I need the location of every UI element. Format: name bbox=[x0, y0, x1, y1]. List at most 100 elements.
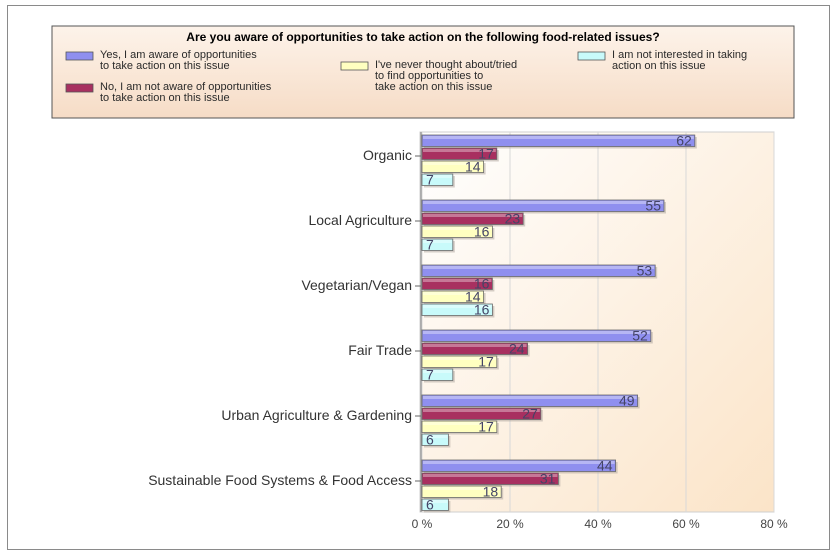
bar-highlight bbox=[423, 279, 492, 282]
data-label-0-3: 7 bbox=[426, 172, 434, 188]
bar-4-1 bbox=[421, 407, 542, 420]
data-label-2-3: 16 bbox=[474, 302, 490, 318]
bar-2-2 bbox=[421, 290, 484, 303]
data-label-2-2: 14 bbox=[465, 289, 481, 305]
bar-highlight bbox=[423, 422, 496, 425]
data-label-1-3: 7 bbox=[426, 237, 434, 253]
data-label-4-0: 49 bbox=[619, 393, 635, 409]
bar-highlight bbox=[423, 396, 637, 399]
bar-5-2 bbox=[421, 485, 502, 498]
data-label-0-2: 14 bbox=[465, 159, 481, 175]
category-label-3: Fair Trade bbox=[348, 342, 412, 358]
bars: 6217147552316753161416522417749271764431… bbox=[421, 133, 697, 513]
bar-highlight bbox=[423, 370, 452, 373]
data-label-3-3: 7 bbox=[426, 367, 434, 383]
bar-4-0 bbox=[421, 394, 639, 407]
bar-2-1 bbox=[421, 277, 493, 290]
legend-label-2-1: to find opportunities to bbox=[375, 70, 483, 82]
data-label-0-1: 17 bbox=[478, 146, 494, 162]
data-label-5-2: 18 bbox=[483, 484, 499, 500]
chart-title: Are you aware of opportunities to take a… bbox=[186, 30, 659, 44]
category-labels: Organic Local Agriculture Vegetarian/Vegan… bbox=[148, 147, 421, 488]
bar-0-3 bbox=[421, 173, 454, 186]
data-label-2-1: 16 bbox=[474, 276, 490, 292]
bar-highlight bbox=[423, 435, 448, 438]
legend-label-2-2: take action on this issue bbox=[375, 81, 492, 93]
bar-1-1 bbox=[421, 212, 524, 225]
bar-highlight bbox=[423, 149, 496, 152]
bar-highlight bbox=[423, 136, 694, 139]
bar-5-1 bbox=[421, 472, 559, 485]
legend-label-1-0: No, I am not aware of opportunities bbox=[100, 81, 272, 93]
x-tick-label-3: 60 % bbox=[672, 517, 700, 531]
bar-highlight bbox=[423, 331, 650, 334]
data-label-1-2: 16 bbox=[474, 224, 490, 240]
bar-highlight bbox=[423, 162, 483, 165]
data-label-5-3: 6 bbox=[426, 497, 434, 513]
bar-0-1 bbox=[421, 147, 498, 160]
bar-4-2 bbox=[421, 420, 498, 433]
category-label-1: Local Agriculture bbox=[308, 212, 412, 228]
bar-highlight bbox=[423, 175, 452, 178]
bar-3-3 bbox=[421, 368, 454, 381]
x-tick-labels: 0 % 20 % 40 % 60 % 80 % bbox=[412, 517, 788, 531]
bar-1-2 bbox=[421, 225, 493, 238]
bar-highlight bbox=[423, 357, 496, 360]
data-label-3-1: 24 bbox=[509, 341, 525, 357]
gridlines bbox=[420, 132, 775, 512]
data-label-2-0: 53 bbox=[637, 263, 653, 279]
legend-swatch-2 bbox=[340, 61, 369, 71]
bar-1-0 bbox=[421, 199, 665, 212]
legend-label-1-1: to take action on this issue bbox=[100, 92, 230, 104]
bar-3-1 bbox=[421, 342, 528, 355]
bar-highlight bbox=[423, 409, 540, 412]
bar-2-0 bbox=[421, 264, 656, 277]
category-label-2: Vegetarian/Vegan bbox=[301, 277, 412, 293]
bar-5-0 bbox=[421, 459, 617, 472]
bar-highlight bbox=[423, 500, 448, 503]
bar-highlight bbox=[423, 227, 492, 230]
x-tick-label-4: 80 % bbox=[760, 517, 788, 531]
data-label-4-2: 17 bbox=[478, 419, 494, 435]
bar-highlight bbox=[423, 292, 483, 295]
plot-area bbox=[419, 131, 775, 513]
bar-1-3 bbox=[421, 238, 454, 251]
data-label-4-3: 6 bbox=[426, 432, 434, 448]
bar-2-3 bbox=[421, 303, 493, 316]
bar-highlight bbox=[423, 344, 527, 347]
data-label-5-1: 31 bbox=[540, 471, 556, 487]
bar-0-0 bbox=[421, 134, 696, 147]
x-tick-label-2: 40 % bbox=[584, 517, 612, 531]
legend-label-3-1: action on this issue bbox=[612, 60, 706, 72]
bar-3-2 bbox=[421, 355, 498, 368]
category-label-5: Sustainable Food Systems & Food Access bbox=[148, 472, 412, 488]
data-label-3-0: 52 bbox=[632, 328, 648, 344]
x-tick-label-0: 0 % bbox=[412, 517, 433, 531]
data-label-1-1: 23 bbox=[505, 211, 521, 227]
bar-5-3 bbox=[421, 498, 449, 511]
bar-4-3 bbox=[421, 433, 449, 446]
category-label-0: Organic bbox=[363, 147, 412, 163]
legend-swatch-3 bbox=[577, 51, 606, 61]
bar-highlight bbox=[423, 240, 452, 243]
data-label-0-0: 62 bbox=[676, 133, 692, 149]
legend-swatch-0 bbox=[65, 51, 94, 61]
bar-highlight bbox=[423, 201, 663, 204]
bar-highlight bbox=[423, 266, 655, 269]
legend-label-3-0: I am not interested in taking bbox=[612, 49, 747, 61]
legend-swatch-1 bbox=[65, 83, 94, 93]
x-tick-label-1: 20 % bbox=[496, 517, 524, 531]
legend-label-2-0: I've never thought about/tried bbox=[375, 59, 517, 71]
bar-0-2 bbox=[421, 160, 484, 173]
legend-label-0-1: to take action on this issue bbox=[100, 60, 230, 72]
bar-highlight bbox=[423, 214, 523, 217]
data-label-3-2: 17 bbox=[478, 354, 494, 370]
bar-highlight bbox=[423, 305, 492, 308]
legend-label-0-0: Yes, I am aware of opportunities bbox=[100, 49, 257, 61]
bar-highlight bbox=[423, 474, 558, 477]
data-label-1-0: 55 bbox=[645, 198, 661, 214]
legend: Are you aware of opportunities to take a… bbox=[51, 25, 795, 119]
bar-highlight bbox=[423, 461, 615, 464]
data-label-5-0: 44 bbox=[597, 458, 613, 474]
